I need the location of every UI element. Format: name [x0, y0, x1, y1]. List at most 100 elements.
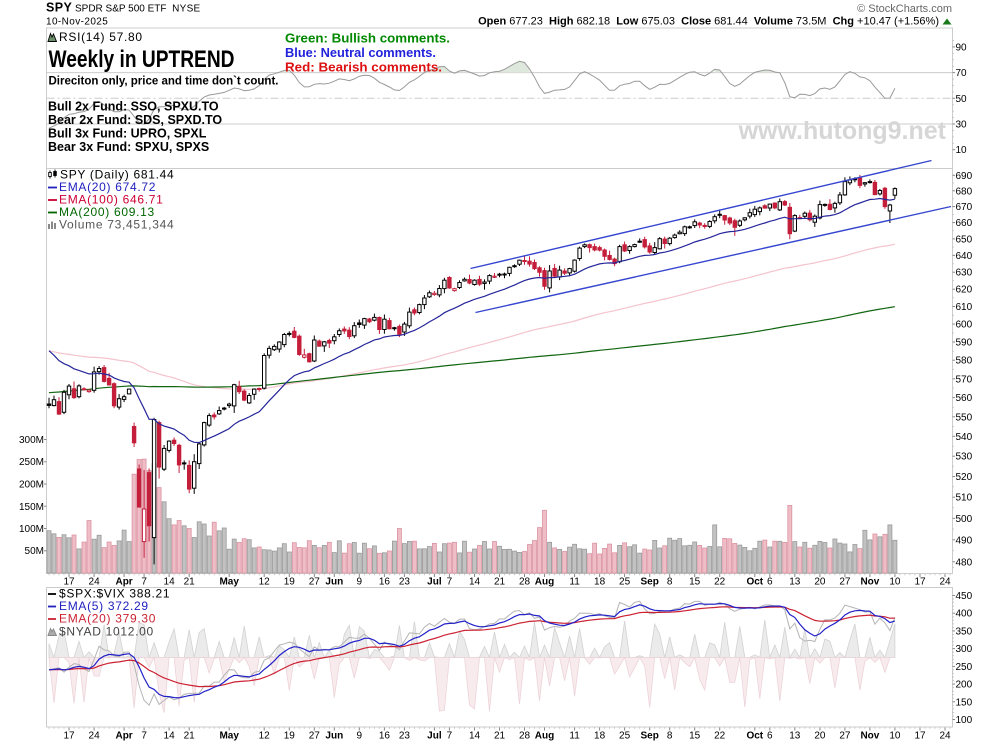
svg-text:Sep: Sep: [641, 576, 659, 587]
svg-text:300M: 300M: [19, 435, 44, 446]
svg-text:Oct: Oct: [746, 576, 763, 587]
svg-text:23: 23: [399, 730, 411, 741]
svg-text:22: 22: [714, 730, 726, 741]
svg-text:590: 590: [956, 338, 973, 349]
svg-text:Bear 3x Fund: SPXU, SPXS: Bear 3x Fund: SPXU, SPXS: [48, 140, 209, 154]
svg-text:14: 14: [164, 730, 176, 741]
svg-text:560: 560: [956, 393, 973, 404]
svg-text:10-Nov-2025: 10-Nov-2025: [46, 17, 108, 28]
svg-text:28: 28: [519, 576, 531, 587]
svg-text:24: 24: [89, 730, 101, 741]
svg-text:SPY (Daily) 681.44: SPY (Daily) 681.44: [60, 168, 174, 182]
svg-text:27: 27: [839, 730, 851, 741]
svg-text:450: 450: [956, 591, 973, 602]
svg-text:Jul: Jul: [427, 576, 442, 587]
svg-text:8: 8: [667, 576, 673, 587]
svg-text:27: 27: [309, 576, 321, 587]
svg-text:490: 490: [956, 535, 973, 546]
svg-text:$NYAD 1012.00: $NYAD 1012.00: [59, 625, 154, 639]
svg-text:20: 20: [814, 576, 826, 587]
svg-text:480: 480: [956, 557, 973, 568]
svg-text:28: 28: [519, 730, 531, 741]
svg-text:Bear 2x Fund: SDS, SPXD.TO: Bear 2x Fund: SDS, SPXD.TO: [48, 113, 222, 127]
svg-text:17: 17: [63, 576, 75, 587]
svg-text:Oct: Oct: [746, 730, 763, 741]
svg-text:500: 500: [956, 514, 973, 525]
svg-text:24: 24: [939, 576, 951, 587]
svg-text:250: 250: [956, 662, 973, 673]
svg-text:580: 580: [956, 356, 973, 367]
svg-text:17: 17: [63, 730, 75, 741]
svg-text:50: 50: [956, 94, 968, 105]
svg-text:14: 14: [469, 576, 481, 587]
svg-text:7: 7: [447, 730, 453, 741]
svg-text:Blue: Neutral comments.: Blue: Neutral comments.: [285, 45, 436, 60]
svg-text:600: 600: [956, 320, 973, 331]
svg-text:12: 12: [259, 730, 271, 741]
svg-text:13: 13: [789, 576, 801, 587]
svg-text:MA(200) 609.13: MA(200) 609.13: [59, 205, 155, 219]
svg-text:9: 9: [357, 730, 363, 741]
svg-text:$SPX:$VIX 388.21: $SPX:$VIX 388.21: [59, 587, 170, 601]
svg-text:Jun: Jun: [325, 576, 343, 587]
svg-text:27: 27: [309, 730, 321, 741]
svg-text:530: 530: [956, 452, 973, 463]
svg-text:24: 24: [939, 730, 951, 741]
svg-text:27: 27: [839, 576, 851, 587]
svg-text:200M: 200M: [19, 480, 44, 491]
svg-text:19: 19: [284, 576, 296, 587]
svg-text:Sep: Sep: [641, 730, 659, 741]
svg-text:EMA(5) 372.29: EMA(5) 372.29: [59, 599, 149, 613]
svg-text:250M: 250M: [19, 457, 44, 468]
svg-text:680: 680: [956, 186, 973, 197]
svg-text:Weekly in UPTREND: Weekly in UPTREND: [49, 46, 235, 73]
svg-text:510: 510: [956, 493, 973, 504]
svg-text:Apr: Apr: [115, 576, 132, 587]
svg-text:10: 10: [956, 145, 968, 156]
svg-text:520: 520: [956, 472, 973, 483]
svg-text:660: 660: [956, 218, 973, 229]
svg-text:620: 620: [956, 285, 973, 296]
svg-text:6: 6: [767, 730, 773, 741]
svg-text:RSI(14) 57.80: RSI(14) 57.80: [59, 30, 143, 44]
svg-text:21: 21: [494, 576, 506, 587]
svg-text:19: 19: [284, 730, 296, 741]
svg-text:10: 10: [889, 730, 901, 741]
svg-text:22: 22: [714, 576, 726, 587]
svg-text:Aug: Aug: [535, 730, 554, 741]
svg-text:100: 100: [956, 715, 973, 726]
svg-text:Red: Bearish comments.: Red: Bearish comments.: [285, 60, 442, 75]
svg-text:21: 21: [184, 576, 196, 587]
svg-text:18: 18: [594, 576, 606, 587]
svg-text:20: 20: [814, 730, 826, 741]
svg-text:14: 14: [469, 730, 481, 741]
svg-text:15: 15: [689, 576, 701, 587]
svg-text:23: 23: [399, 576, 411, 587]
svg-text:550: 550: [956, 412, 973, 423]
svg-text:Volume 73,451,344: Volume 73,451,344: [59, 218, 174, 232]
svg-text:150M: 150M: [19, 502, 44, 513]
svg-text:70: 70: [956, 68, 968, 79]
svg-text:EMA(100) 646.71: EMA(100) 646.71: [59, 193, 164, 207]
svg-text:90: 90: [956, 42, 968, 53]
svg-text:24: 24: [89, 576, 101, 587]
svg-text:15: 15: [689, 730, 701, 741]
svg-text:Jul: Jul: [427, 730, 442, 741]
svg-text:16: 16: [379, 576, 391, 587]
svg-text:540: 540: [956, 432, 973, 443]
svg-text:Nov: Nov: [860, 576, 879, 587]
svg-text:Bull 2x Fund: SSO, SPXU.TO: Bull 2x Fund: SSO, SPXU.TO: [48, 100, 219, 114]
svg-text:300: 300: [956, 644, 973, 655]
svg-text:21: 21: [184, 730, 196, 741]
svg-text:16: 16: [379, 730, 391, 741]
svg-text:11: 11: [569, 730, 580, 741]
svg-text:12: 12: [259, 576, 271, 587]
svg-text:7: 7: [141, 730, 147, 741]
svg-text:Open 677.23 High 682.18 Low: Open 677.23 High 682.18 Low 675.03 Close…: [478, 16, 939, 28]
svg-text:17: 17: [914, 730, 926, 741]
svg-text:9: 9: [357, 576, 363, 587]
svg-text:May: May: [219, 576, 239, 587]
svg-text:8: 8: [667, 730, 673, 741]
svg-text:30: 30: [956, 120, 968, 131]
svg-text:14: 14: [164, 576, 176, 587]
